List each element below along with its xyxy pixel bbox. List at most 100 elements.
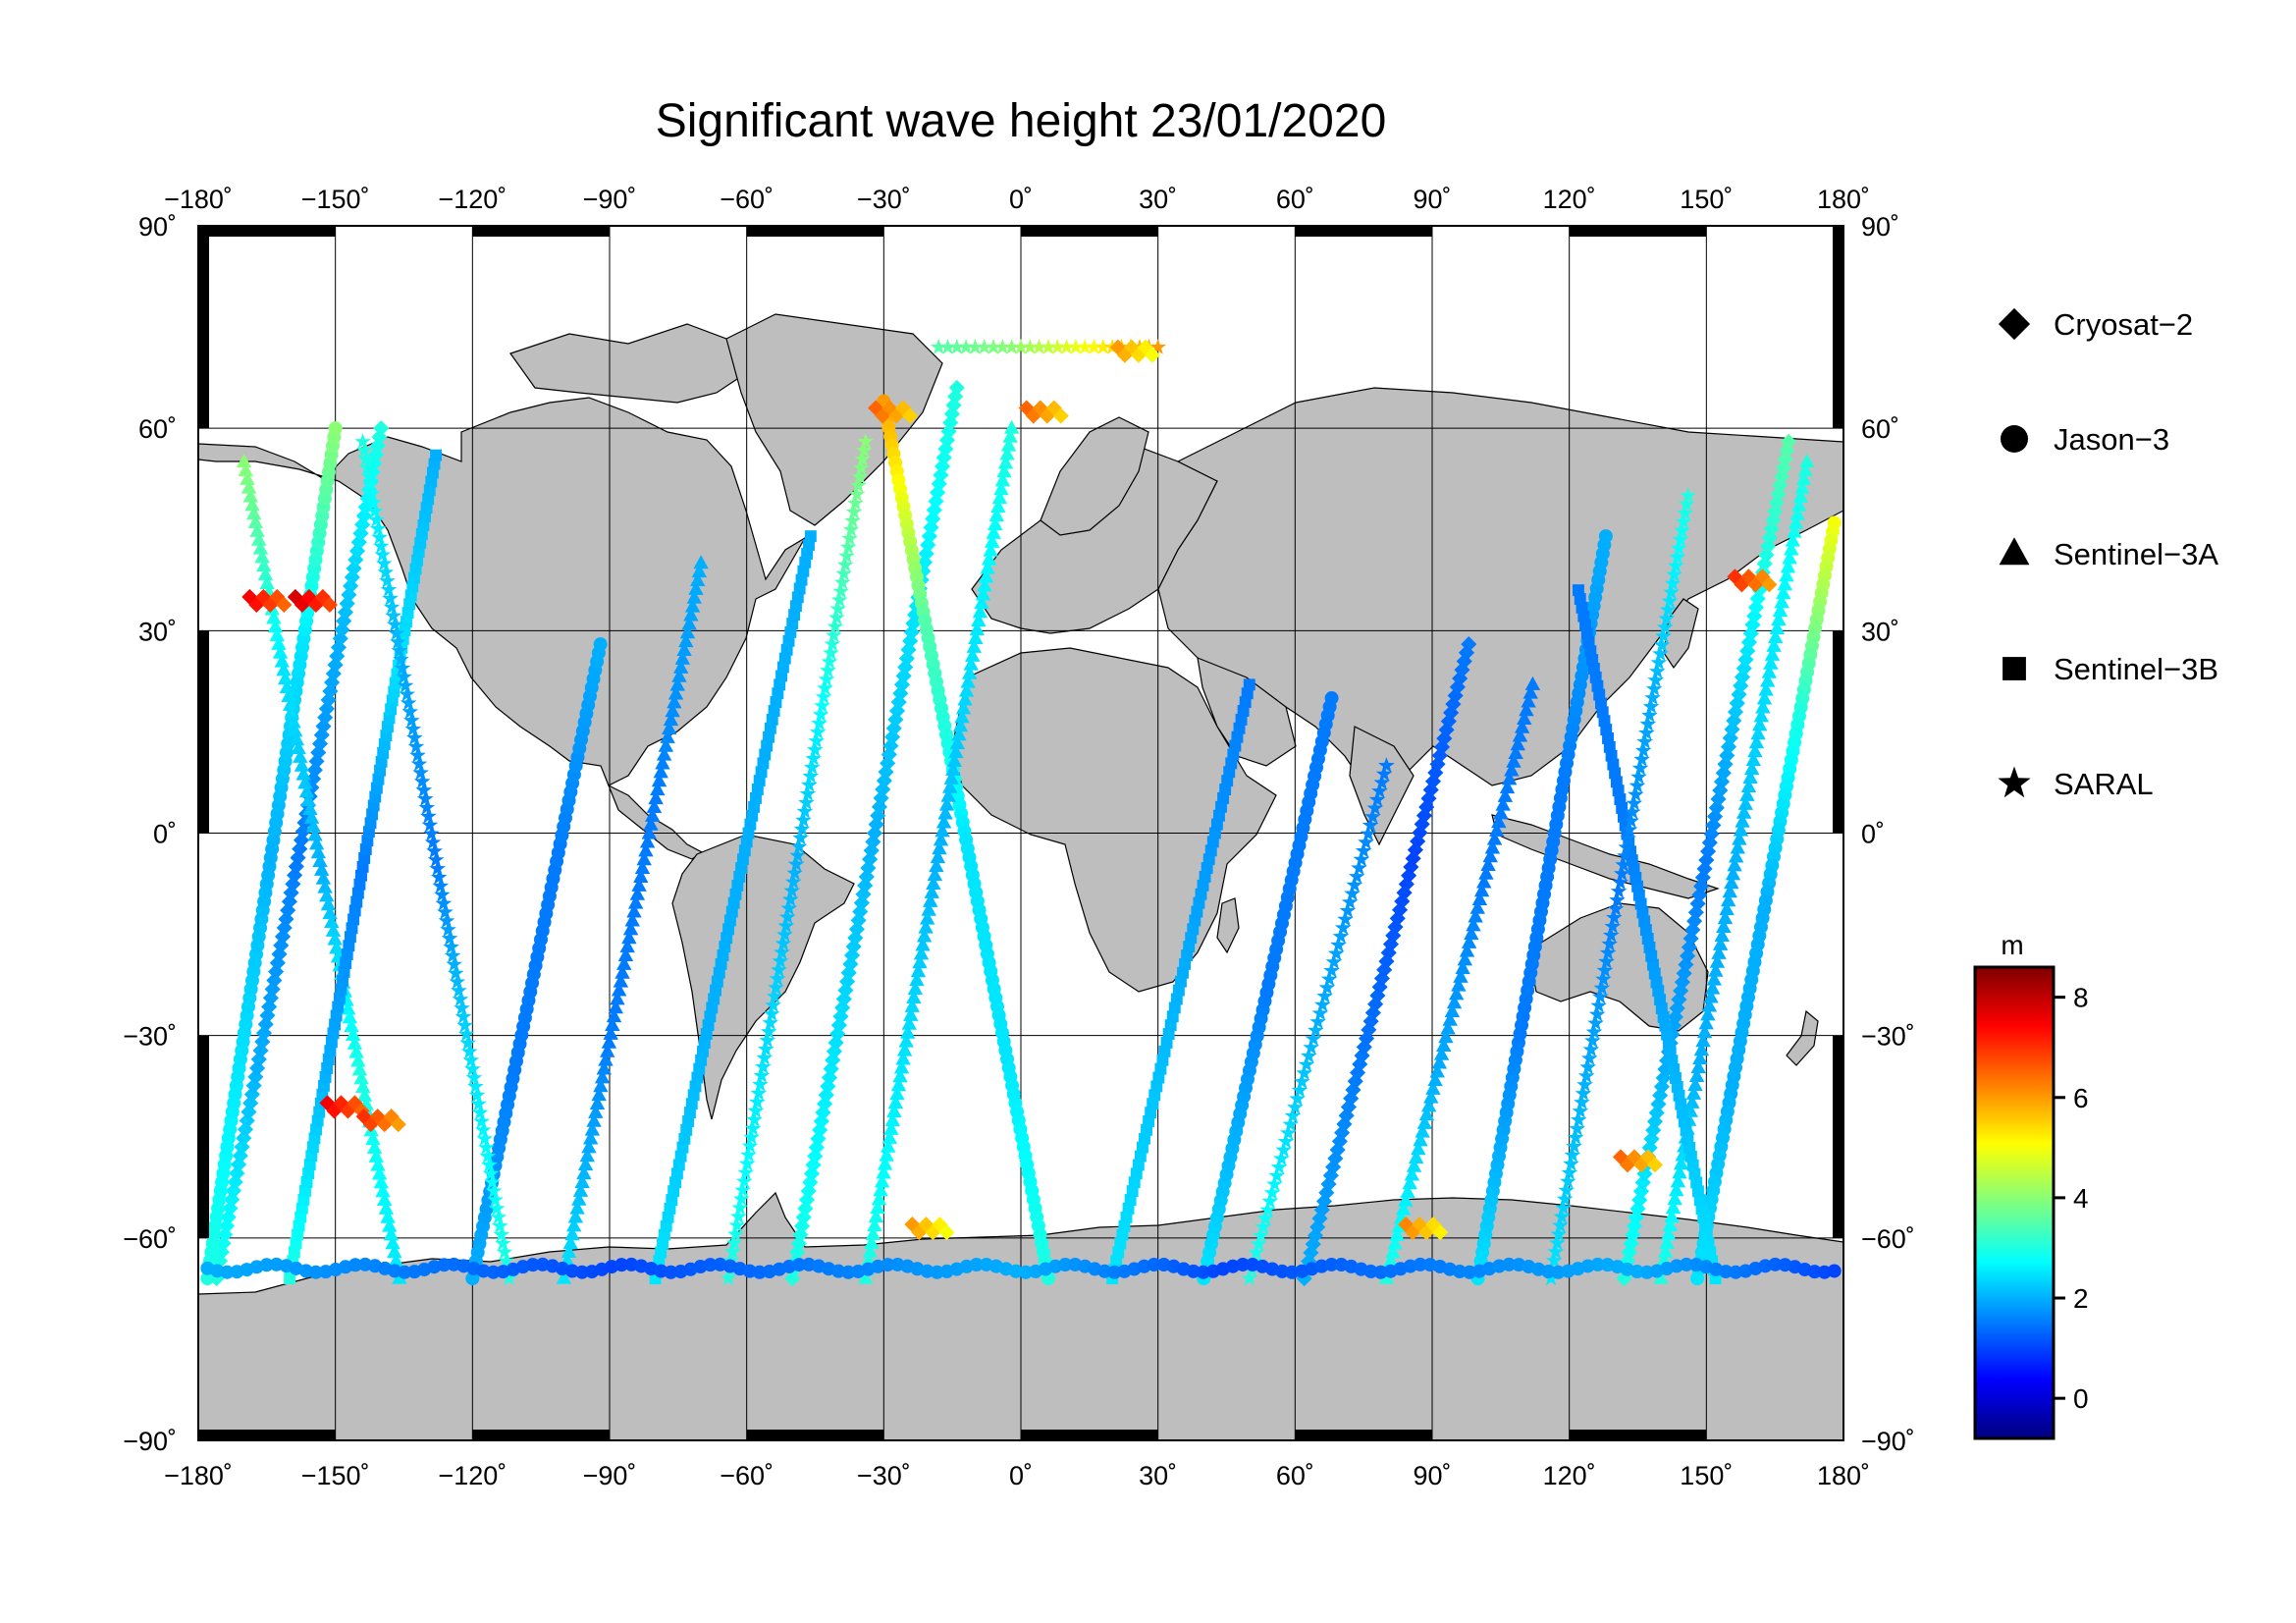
track-point: [495, 1234, 511, 1251]
track-point: [763, 730, 774, 743]
track-point: [1789, 506, 1805, 520]
lon-tick-label-bottom: 0˚: [1009, 1461, 1033, 1490]
track-point: [1466, 917, 1481, 932]
track-point: [622, 921, 639, 936]
track-point: [704, 1010, 717, 1023]
track-point: [1657, 1010, 1670, 1023]
colorbar-unit: m: [2001, 930, 2023, 960]
track-point: [725, 1234, 743, 1251]
track-point: [498, 1252, 514, 1269]
track-point: [454, 1008, 472, 1024]
track-point: [1261, 1193, 1278, 1209]
track-point: [364, 817, 377, 830]
lon-tick-label-top: −150˚: [301, 185, 370, 214]
track-point: [1714, 927, 1730, 942]
track-point: [763, 1005, 780, 1021]
lat-tick-label-left: 90˚: [138, 212, 177, 242]
track-point: [377, 746, 390, 759]
track-point: [244, 497, 260, 512]
track-point: [873, 1182, 888, 1197]
track-point: [1655, 627, 1672, 644]
track-point: [948, 338, 966, 354]
track-point: [1519, 702, 1534, 717]
track-point: [465, 1069, 483, 1085]
track-point: [1452, 1264, 1467, 1278]
track-point: [363, 485, 381, 502]
track-point: [738, 844, 751, 857]
track-point: [1112, 1246, 1125, 1259]
track-point: [1774, 594, 1789, 609]
track-point: [1638, 725, 1655, 740]
track-point: [338, 965, 350, 978]
track-point: [761, 739, 774, 752]
track-point: [1577, 610, 1590, 622]
track-point: [347, 1035, 363, 1050]
track-point: [1256, 1210, 1274, 1226]
track-point: [382, 721, 394, 733]
track-point: [1772, 477, 1789, 494]
track-point: [368, 1148, 384, 1163]
track-point: [744, 818, 757, 831]
track-point: [842, 520, 860, 537]
track-point: [747, 1102, 765, 1118]
track-point: [271, 635, 287, 650]
track-point: [358, 851, 371, 864]
track-point: [324, 1045, 337, 1057]
high-wave-point: [902, 407, 919, 424]
colorbar: m 0 2 4 6 8: [1973, 930, 2089, 1440]
track-point: [1517, 710, 1532, 725]
track-point: [957, 338, 975, 354]
track-diamond: [208, 420, 390, 1287]
lon-tick-label-bottom: −30˚: [857, 1461, 911, 1490]
track-point: [1582, 1041, 1600, 1057]
track-point: [385, 703, 398, 716]
track-point: [1631, 759, 1649, 776]
track-point: [1678, 1115, 1690, 1128]
track-point: [1128, 1176, 1141, 1189]
track-point: [968, 630, 984, 645]
track-point: [440, 921, 456, 938]
track-point: [1552, 1217, 1569, 1233]
track-point: [330, 1009, 343, 1022]
track-point: [403, 598, 416, 611]
track-point: [1493, 805, 1509, 820]
track-point: [299, 1184, 311, 1197]
track-point: [1750, 726, 1766, 740]
track-point: [680, 1123, 693, 1136]
track-point: [1320, 970, 1338, 987]
track-point: [1199, 871, 1211, 883]
track-point: [674, 1150, 687, 1163]
track-point: [564, 1226, 580, 1241]
track-point: [561, 1244, 577, 1259]
track-point: [1626, 794, 1643, 811]
track-point: [614, 964, 630, 979]
track-point: [780, 899, 798, 916]
track-point: [1398, 1192, 1414, 1207]
track-point: [335, 983, 347, 996]
track-point: [1680, 487, 1696, 503]
lon-tick-label-top: 120˚: [1543, 185, 1596, 214]
track-point: [300, 792, 316, 807]
track-point: [802, 768, 820, 784]
track-point: [347, 1258, 362, 1272]
lat-tick-label-right: −30˚: [1861, 1022, 1915, 1052]
track-point: [771, 961, 787, 978]
track-point: [348, 904, 361, 917]
track-point: [437, 903, 454, 920]
track-point: [1363, 1264, 1378, 1278]
track-point: [755, 766, 768, 779]
track-point: [385, 1235, 400, 1250]
track-point: [341, 948, 353, 961]
track-circle: [877, 394, 1055, 1286]
track-point: [310, 1123, 323, 1136]
track-point: [664, 1202, 676, 1215]
border-bar-bottom: [198, 1430, 336, 1441]
track-point: [383, 598, 400, 615]
track-point: [649, 1272, 662, 1285]
track-point: [240, 1104, 257, 1120]
track-point: [874, 1173, 890, 1188]
track-point: [1427, 1072, 1443, 1087]
track-point: [1412, 825, 1428, 841]
track-point: [898, 1033, 914, 1048]
track-point: [1672, 530, 1689, 547]
